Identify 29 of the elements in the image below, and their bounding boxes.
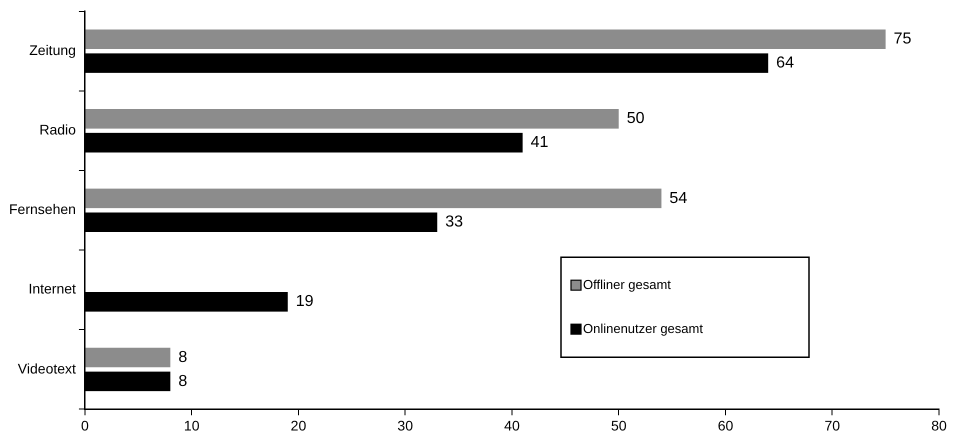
bar: [85, 109, 619, 129]
x-tick-label: 80: [931, 417, 947, 434]
bar: [85, 348, 170, 368]
x-tick-label: 50: [610, 417, 627, 434]
y-tick-label: Fernsehen: [8, 201, 76, 218]
y-tick-label: Zeitung: [29, 42, 76, 58]
data-label: 41: [530, 134, 549, 152]
data-label: 75: [894, 30, 912, 48]
y-tick-label: Internet: [28, 280, 76, 297]
x-tick-label: 10: [184, 417, 200, 434]
legend-label: Offliner gesamt: [583, 276, 672, 292]
x-tick-label: 20: [290, 417, 306, 434]
legend-label: Onlinenutzer gesamt: [583, 320, 704, 336]
x-tick-label: 40: [504, 417, 520, 434]
data-label: 8: [178, 372, 188, 390]
data-label: 33: [445, 214, 464, 231]
data-label: 54: [669, 190, 688, 207]
data-label: 19: [296, 293, 314, 310]
x-tick-label: 60: [718, 417, 734, 434]
data-label: 50: [626, 110, 645, 128]
data-label: 8: [178, 348, 188, 366]
x-tick-label: 0: [81, 417, 90, 434]
y-tick-label: Radio: [39, 122, 76, 138]
data-label: 64: [776, 54, 794, 72]
y-tick-label: Videotext: [18, 360, 76, 376]
bar: [85, 188, 662, 208]
x-tick-label: 70: [824, 417, 840, 434]
x-tick-label: 30: [397, 417, 414, 434]
bar: [85, 29, 886, 50]
